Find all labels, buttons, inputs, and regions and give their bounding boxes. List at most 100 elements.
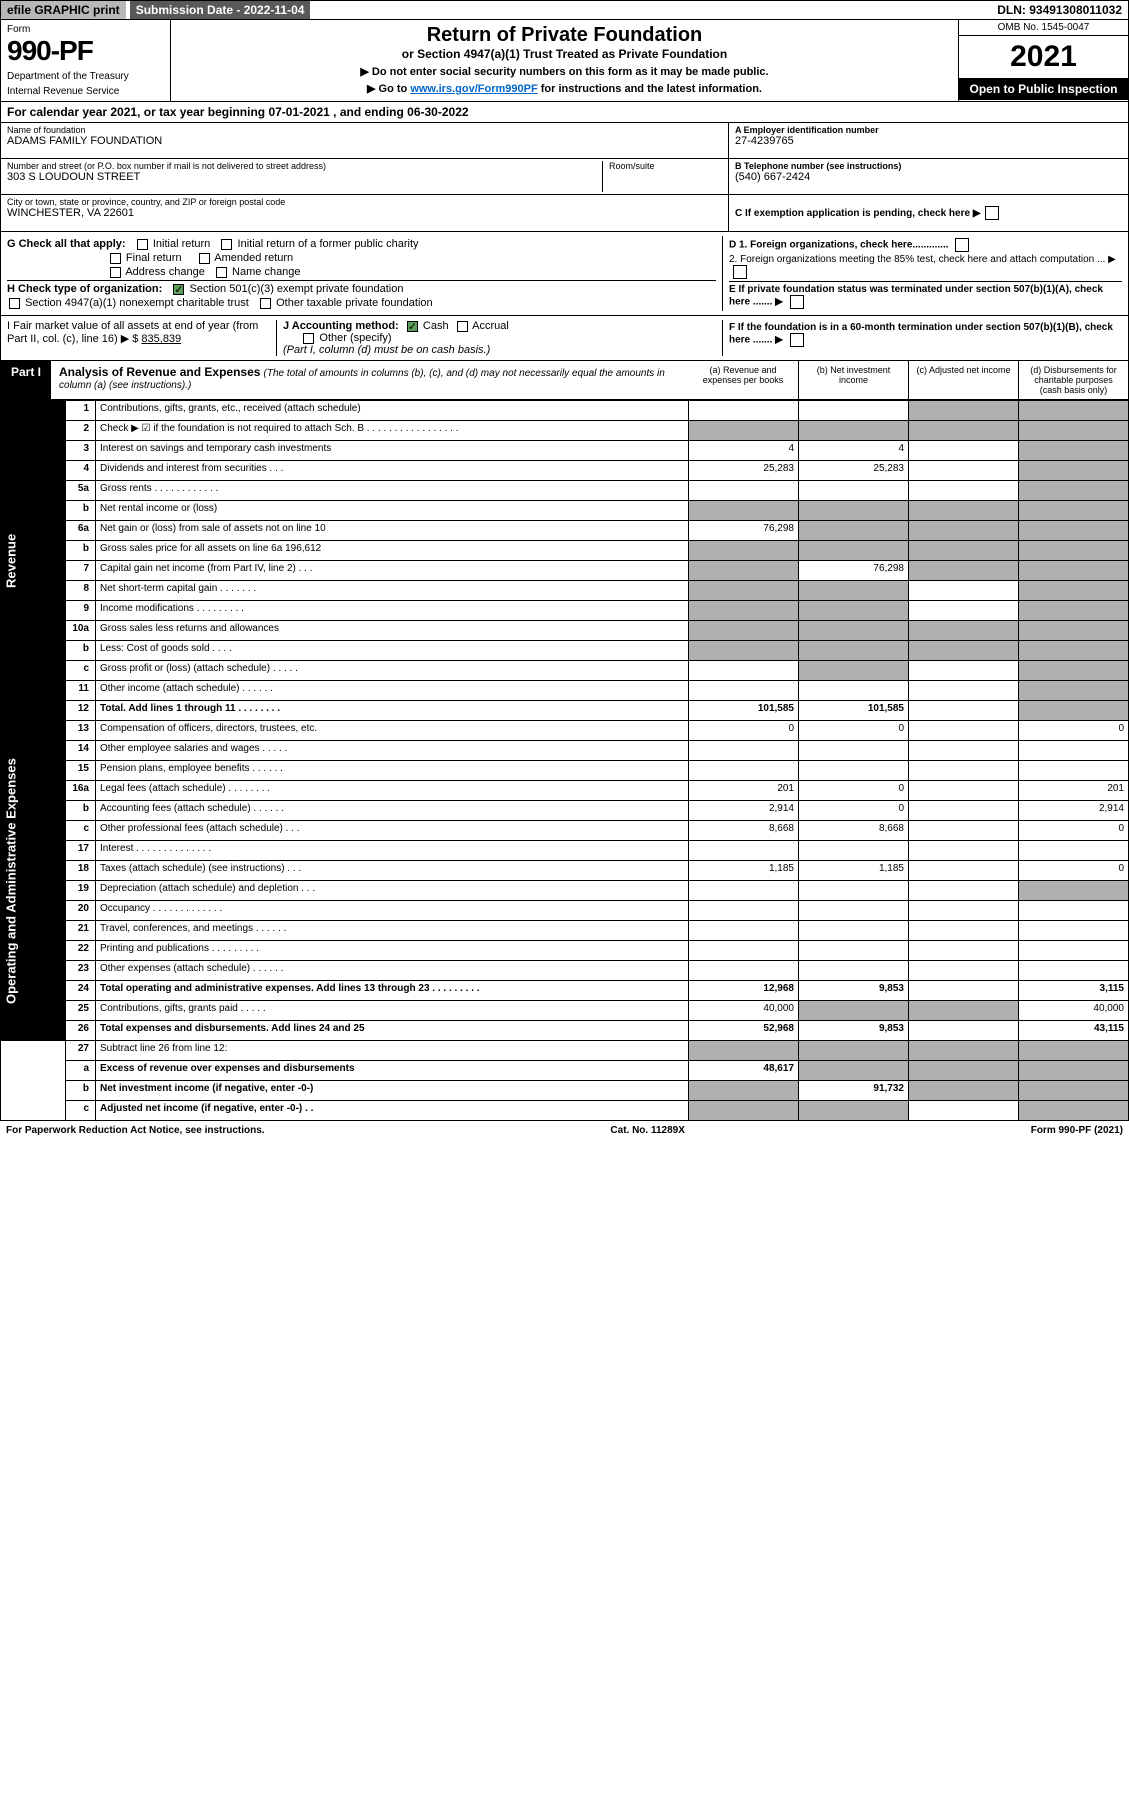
cell-value: 101,585 [799, 701, 909, 721]
amended-checkbox[interactable] [199, 253, 210, 264]
cell-value [1019, 921, 1129, 941]
revenue-expense-table: Revenue1Contributions, gifts, grants, et… [0, 400, 1129, 1121]
cell-grey [1019, 601, 1129, 621]
line-desc: Taxes (attach schedule) (see instruction… [96, 861, 689, 881]
line-num: 3 [66, 441, 96, 461]
cell-grey [689, 541, 799, 561]
cell-value: 101,585 [689, 701, 799, 721]
line-num: b [66, 541, 96, 561]
namechange-checkbox[interactable] [216, 267, 227, 278]
city-label: City or town, state or province, country… [7, 197, 722, 207]
cell-grey [689, 1041, 799, 1061]
cell-value [909, 661, 1019, 681]
cell-grey [909, 561, 1019, 581]
g-amended: Amended return [214, 252, 293, 264]
other-taxable-checkbox[interactable] [260, 298, 271, 309]
4947-checkbox[interactable] [9, 298, 20, 309]
phone-value: (540) 667-2424 [735, 171, 1122, 183]
line-desc: Gross sales less returns and allowances [96, 621, 689, 641]
line-num: 27 [66, 1041, 96, 1061]
j-note: (Part I, column (d) must be on cash basi… [283, 344, 490, 356]
line-desc: Contributions, gifts, grants, etc., rece… [96, 401, 689, 421]
submission-date: Submission Date - 2022-11-04 [130, 1, 311, 19]
accrual-checkbox[interactable] [457, 321, 468, 332]
ssn-note: ▶ Do not enter social security numbers o… [181, 65, 948, 78]
cell-value [799, 901, 909, 921]
cell-value: 3,115 [1019, 981, 1129, 1001]
part1-title-box: Analysis of Revenue and Expenses (The to… [51, 361, 688, 399]
cell-value [689, 741, 799, 761]
line-desc: Interest on savings and temporary cash i… [96, 441, 689, 461]
line-desc: Subtract line 26 from line 12: [96, 1041, 689, 1061]
cell-value: 52,968 [689, 1021, 799, 1041]
d1-checkbox[interactable] [955, 238, 969, 252]
cell-value [909, 581, 1019, 601]
line-num: 20 [66, 901, 96, 921]
cell-value: 9,853 [799, 981, 909, 1001]
cell-value [909, 761, 1019, 781]
g-initial: Initial return [153, 238, 210, 250]
501c3-checkbox[interactable] [173, 284, 184, 295]
cell-grey [799, 1101, 909, 1121]
cell-grey [799, 521, 909, 541]
cell-grey [689, 621, 799, 641]
cell-value [909, 781, 1019, 801]
e-checkbox[interactable] [790, 295, 804, 309]
cell-value [689, 761, 799, 781]
cell-grey [689, 421, 799, 441]
cell-grey [1019, 621, 1129, 641]
side-revenue: Revenue [1, 401, 66, 721]
cell-value [909, 961, 1019, 981]
cell-value: 0 [1019, 821, 1129, 841]
cell-grey [799, 1061, 909, 1081]
cell-value: 1,185 [799, 861, 909, 881]
cell-grey [909, 1081, 1019, 1101]
f-checkbox[interactable] [790, 333, 804, 347]
line-num: 24 [66, 981, 96, 1001]
cell-value: 0 [689, 721, 799, 741]
side-blank [1, 1041, 66, 1121]
cell-grey [1019, 881, 1129, 901]
section-i-j-f: I Fair market value of all assets at end… [0, 316, 1129, 361]
address-checkbox[interactable] [110, 267, 121, 278]
check-left: G Check all that apply: Initial return I… [7, 236, 716, 311]
cell-value [909, 981, 1019, 1001]
line-num: a [66, 1061, 96, 1081]
name-label: Name of foundation [7, 125, 722, 135]
c-checkbox[interactable] [985, 206, 999, 220]
info-right: A Employer identification number 27-4239… [728, 123, 1128, 231]
line-num: c [66, 1101, 96, 1121]
d2-checkbox[interactable] [733, 265, 747, 279]
line-num: c [66, 661, 96, 681]
irs-link[interactable]: www.irs.gov/Form990PF [410, 83, 537, 95]
final-checkbox[interactable] [110, 253, 121, 264]
line-num: 6a [66, 521, 96, 541]
cell-value [909, 841, 1019, 861]
line-desc: Excess of revenue over expenses and disb… [96, 1061, 689, 1081]
cell-value [799, 681, 909, 701]
line-num: 10a [66, 621, 96, 641]
line-num: 14 [66, 741, 96, 761]
f-row: F If the foundation is in a 60-month ter… [729, 322, 1122, 347]
cell-grey [799, 601, 909, 621]
line-desc: Net rental income or (loss) [96, 501, 689, 521]
initial-checkbox[interactable] [137, 239, 148, 250]
part1-label: Part I [1, 361, 51, 399]
cell-value: 8,668 [689, 821, 799, 841]
cell-value [909, 741, 1019, 761]
footer-right: Form 990-PF (2021) [1031, 1125, 1123, 1136]
other-method-checkbox[interactable] [303, 333, 314, 344]
cell-grey [689, 561, 799, 581]
initial-former-checkbox[interactable] [221, 239, 232, 250]
cell-value: 43,115 [1019, 1021, 1129, 1041]
g-namechange: Name change [232, 266, 301, 278]
addr-label: Number and street (or P.O. box number if… [7, 161, 596, 171]
name-cell: Name of foundation ADAMS FAMILY FOUNDATI… [1, 123, 728, 159]
city-cell: City or town, state or province, country… [1, 195, 728, 231]
cell-value [909, 601, 1019, 621]
cash-checkbox[interactable] [407, 321, 418, 332]
cell-grey [799, 621, 909, 641]
cell-grey [689, 1101, 799, 1121]
line-num: 12 [66, 701, 96, 721]
cell-value: 91,732 [799, 1081, 909, 1101]
